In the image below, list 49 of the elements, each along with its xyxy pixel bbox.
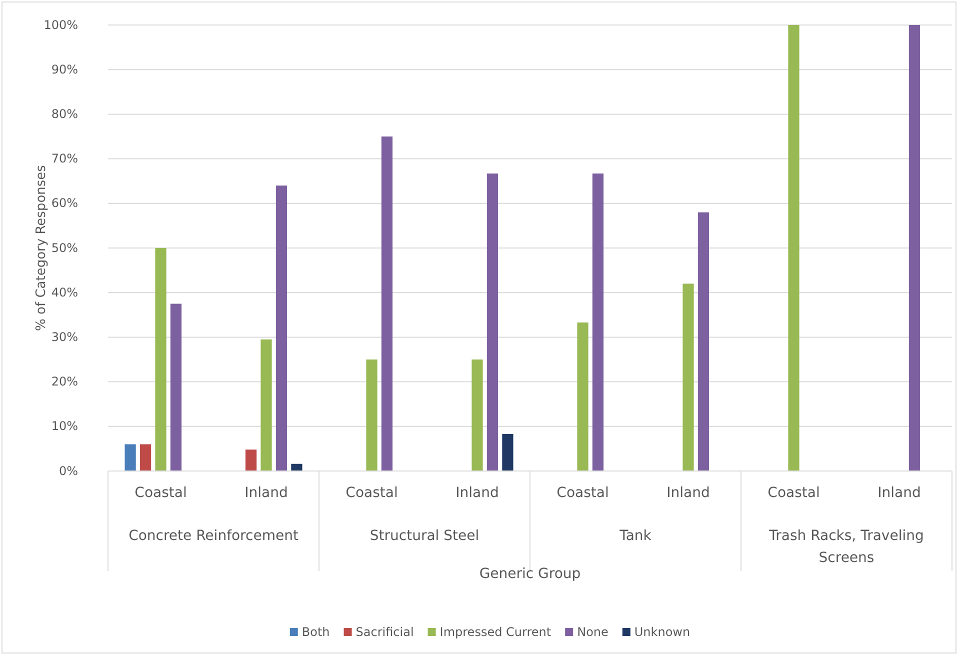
legend-label: Impressed Current: [440, 625, 552, 639]
bar: [788, 25, 800, 471]
legend-label: Both: [302, 625, 330, 639]
x-tick-label: Inland: [456, 484, 499, 501]
x-tick-label: Inland: [878, 484, 921, 501]
bar: [366, 360, 378, 471]
bar: [140, 444, 152, 471]
bar: [472, 360, 483, 471]
y-tick-label: 60%: [51, 196, 78, 210]
legend-label: Sacrificial: [356, 625, 414, 639]
y-tick-label: 90%: [51, 62, 78, 76]
text: Trash Racks, Traveling Screens: [768, 528, 924, 566]
text: Structural Steel: [370, 528, 480, 544]
bar: [124, 444, 136, 471]
y-tick-label: 10%: [51, 419, 78, 434]
bar: [170, 304, 182, 471]
y-tick-label: 0%: [58, 464, 78, 478]
y-tick-label: 40%: [51, 285, 78, 300]
y-tick-label: 80%: [51, 107, 78, 122]
bar: [502, 434, 514, 471]
y-tick-label: 20%: [51, 374, 78, 389]
legend-label: Unknown: [634, 625, 690, 639]
y-tick-label: 50%: [51, 240, 78, 255]
x-tick-label: Coastal: [768, 484, 820, 501]
bar: [682, 284, 694, 471]
bar: [155, 248, 166, 471]
bar: [698, 212, 710, 471]
text: Tank: [618, 528, 652, 544]
y-axis-title: % of Category Responses: [34, 164, 49, 331]
bar: [276, 186, 288, 471]
y-tick-label: 70%: [51, 152, 78, 166]
text: Concrete Reinforcement: [128, 528, 299, 544]
x-tick-label: Coastal: [346, 484, 398, 501]
bar: [908, 25, 920, 471]
x-tick-label: Inland: [666, 484, 710, 501]
y-tick-label: 100%: [44, 18, 78, 32]
legend-label: None: [577, 625, 608, 639]
x-tick-label: Inland: [244, 484, 288, 501]
x-tick-label: Coastal: [134, 484, 187, 501]
y-tick-label: 30%: [51, 330, 78, 344]
bar: [381, 136, 393, 471]
x-axis-title: Generic Group: [479, 566, 581, 582]
x-tick-label: Coastal: [556, 484, 609, 501]
bar: [577, 322, 588, 471]
bar: [260, 339, 272, 471]
bar: [245, 450, 257, 471]
bar: [291, 464, 302, 471]
bar: [486, 174, 498, 471]
bar: [592, 174, 604, 471]
